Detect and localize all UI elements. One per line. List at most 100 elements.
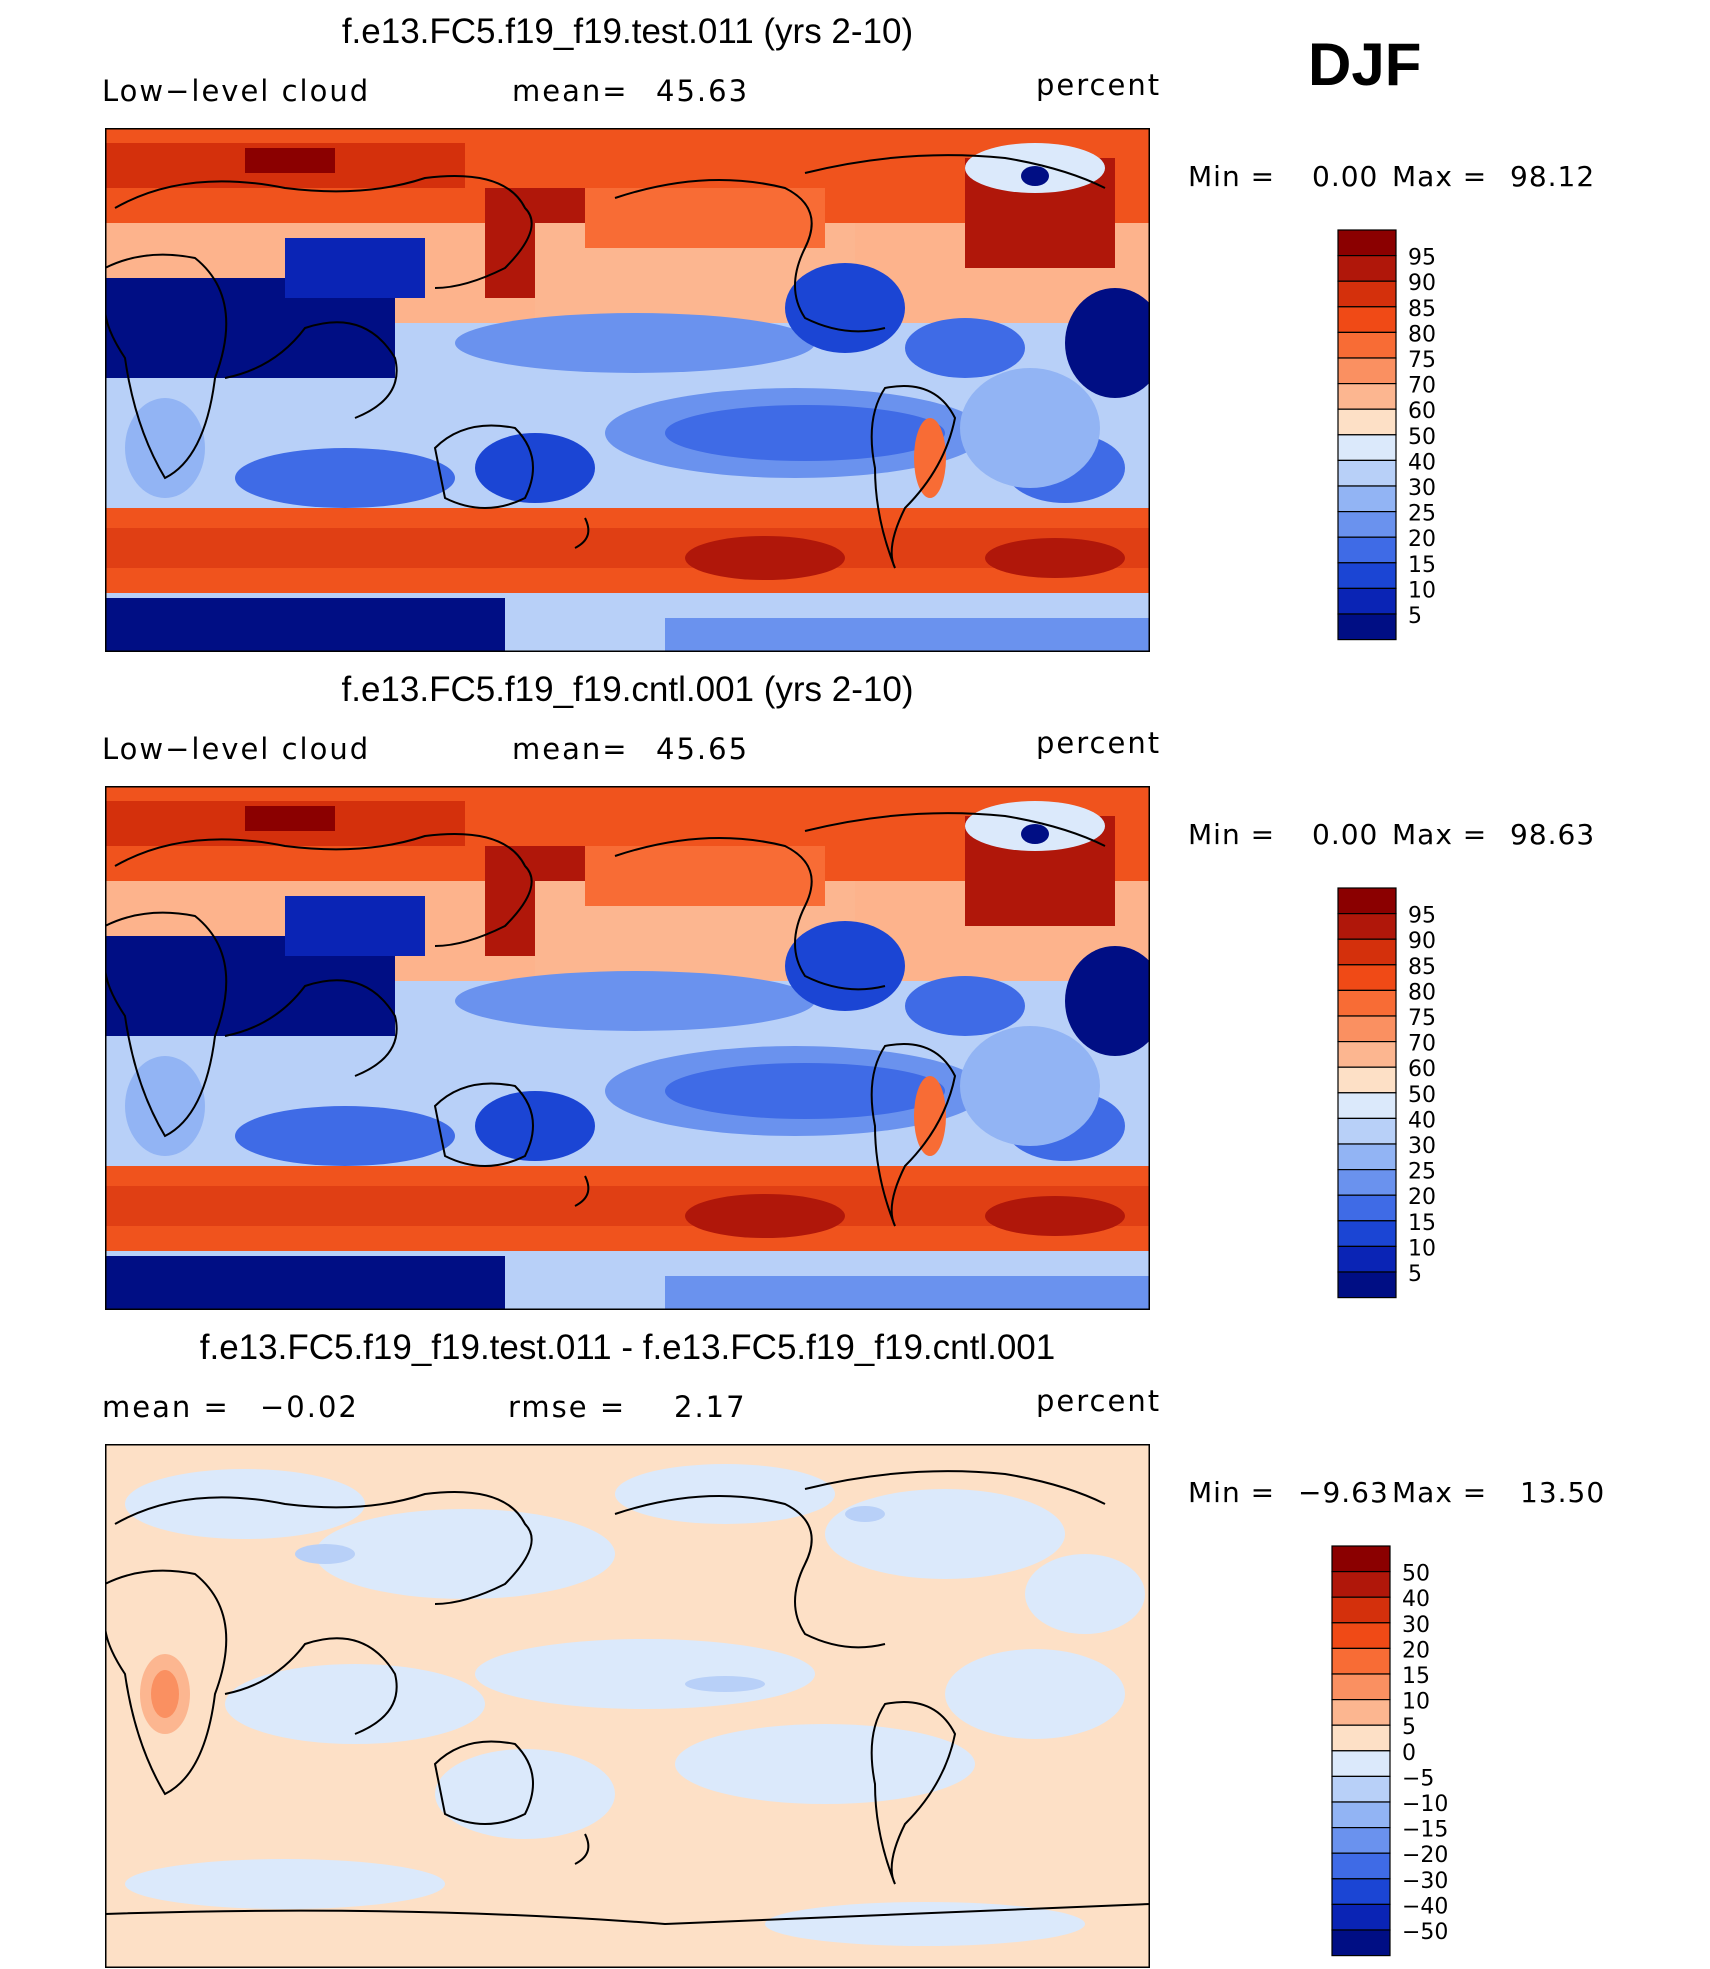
panel2-title: f.e13.FC5.f19_f19.cntl.001 (yrs 2-10) (341, 670, 914, 709)
colorbar-swatch (1337, 989, 1397, 1017)
colorbar-swatch (1331, 1775, 1391, 1803)
colorbar-swatch (1337, 1041, 1397, 1068)
panel3-max-label: Max = (1392, 1476, 1488, 1509)
colorbar-tick-label: 5 (1408, 604, 1422, 629)
colorbar-tick-label: 5 (1408, 1262, 1422, 1287)
colorbar-tick-label: −10 (1402, 1792, 1448, 1817)
panel1-max-value: 98.12 (1510, 160, 1596, 193)
panel1-mean-value: 45.63 (656, 74, 750, 108)
colorbar-swatch (1337, 1143, 1397, 1171)
colorbar-tick-label: 90 (1408, 271, 1436, 296)
panel1-map (105, 128, 1150, 652)
colorbar-tick-label: 30 (1408, 1134, 1436, 1159)
colorbar-tick-label: 20 (1402, 1638, 1430, 1663)
colorbar-tick-label: 60 (1408, 1057, 1436, 1082)
colorbar-tick-label: 40 (1408, 450, 1436, 475)
colorbar-tick-label: 50 (1402, 1562, 1430, 1587)
colorbar-tick-label: 25 (1408, 502, 1436, 527)
panel3-title: f.e13.FC5.f19_f19.test.011 - f.e13.FC5.f… (199, 1328, 1056, 1367)
colorbar-swatch (1331, 1724, 1391, 1752)
colorbar-tick-label: 70 (1408, 1032, 1436, 1057)
colorbar-tick-label: 5 (1402, 1715, 1416, 1740)
colorbar-tick-label: 85 (1408, 955, 1436, 980)
panel3-mean-label: mean = (102, 1390, 230, 1424)
panel3-min-value: −9.63 (1298, 1476, 1389, 1509)
panel3-max-value: 13.50 (1520, 1476, 1606, 1509)
colorbar-tick-label: 50 (1408, 425, 1436, 450)
colorbar-tick-label: 40 (1402, 1587, 1430, 1612)
panel2-mean-value: 45.65 (656, 732, 750, 766)
panel3-mean-value: −0.02 (260, 1390, 359, 1424)
colorbar-tick-label: 25 (1408, 1160, 1436, 1185)
colorbar-tick-label: 75 (1408, 1006, 1436, 1031)
colorbar-tick-label: 20 (1408, 527, 1436, 552)
colorbar-tick-label: 50 (1408, 1083, 1436, 1108)
colorbar-tick-label: 10 (1408, 1236, 1436, 1261)
colorbar-swatch (1337, 938, 1397, 966)
colorbar-swatch (1331, 1929, 1391, 1957)
colorbar-tick-label: 10 (1402, 1690, 1430, 1715)
colorbar-swatch (1337, 357, 1397, 385)
colorbar-swatch (1337, 964, 1397, 992)
colorbar-swatch (1337, 1194, 1397, 1222)
colorbar-swatch (1331, 1903, 1391, 1931)
colorbar-swatch (1331, 1647, 1391, 1675)
colorbar-swatch (1337, 485, 1397, 513)
panel3-rmse-value: 2.17 (674, 1390, 747, 1424)
colorbar-swatch (1331, 1571, 1391, 1598)
colorbar-swatch (1337, 511, 1397, 538)
colorbar-swatch (1331, 1827, 1391, 1854)
colorbar-tick-label: −20 (1402, 1843, 1448, 1868)
panel1-min-label: Min = (1188, 160, 1276, 193)
panel2-variable-label: Low−level cloud (102, 732, 371, 766)
panel1-mean-label: mean= (512, 74, 629, 108)
colorbar-swatch (1337, 459, 1397, 487)
colorbar-tick-label: −5 (1402, 1766, 1434, 1791)
colorbar-tick-label: 80 (1408, 322, 1436, 347)
colorbar-swatch (1337, 434, 1397, 462)
panel3-map (105, 1444, 1150, 1968)
colorbar-swatch (1337, 1169, 1397, 1196)
colorbar-swatch (1337, 383, 1397, 410)
panel1-max-label: Max = (1392, 160, 1488, 193)
panel2-map (105, 786, 1150, 1310)
panel1-units: percent (1036, 68, 1162, 102)
colorbar-swatch (1331, 1622, 1391, 1650)
colorbar-swatch (1331, 1596, 1391, 1624)
colorbar-swatch (1337, 306, 1397, 334)
colorbar-tick-label: 95 (1408, 246, 1436, 271)
colorbar-swatch (1337, 1015, 1397, 1043)
colorbar-swatch (1337, 913, 1397, 940)
panel2-mean-label: mean= (512, 732, 629, 766)
colorbar-tick-label: −50 (1402, 1920, 1448, 1945)
colorbar-swatch (1331, 1545, 1391, 1573)
colorbar-tick-label: 90 (1408, 929, 1436, 954)
colorbar-swatch (1337, 587, 1397, 615)
colorbar-swatch (1331, 1750, 1391, 1778)
season-label: DJF (1308, 31, 1422, 98)
colorbar-swatch (1337, 1271, 1397, 1299)
colorbar-tick-label: 15 (1408, 1211, 1436, 1236)
panel2-max-value: 98.63 (1510, 818, 1596, 851)
colorbar-swatch (1337, 1220, 1397, 1247)
panel3-units: percent (1036, 1384, 1162, 1418)
panel1-title: f.e13.FC5.f19_f19.test.011 (yrs 2-10) (341, 12, 914, 51)
colorbar-swatch (1337, 1245, 1397, 1273)
colorbar-swatch (1337, 255, 1397, 282)
colorbar-swatch (1331, 1878, 1391, 1905)
panel1-min-value: 0.00 (1312, 160, 1379, 193)
colorbar-tick-label: 60 (1408, 399, 1436, 424)
colorbar-tick-label: 95 (1408, 904, 1436, 929)
colorbar-swatch (1331, 1801, 1391, 1829)
panel3-min-label: Min = (1188, 1476, 1276, 1509)
colorbar-swatch (1337, 1117, 1397, 1145)
panel2-min-label: Min = (1188, 818, 1276, 851)
colorbar-tick-label: 20 (1408, 1185, 1436, 1210)
colorbar-tick-label: 75 (1408, 348, 1436, 373)
panel2-max-label: Max = (1392, 818, 1488, 851)
colorbar-swatch (1337, 408, 1397, 436)
map-frame (105, 128, 1150, 652)
